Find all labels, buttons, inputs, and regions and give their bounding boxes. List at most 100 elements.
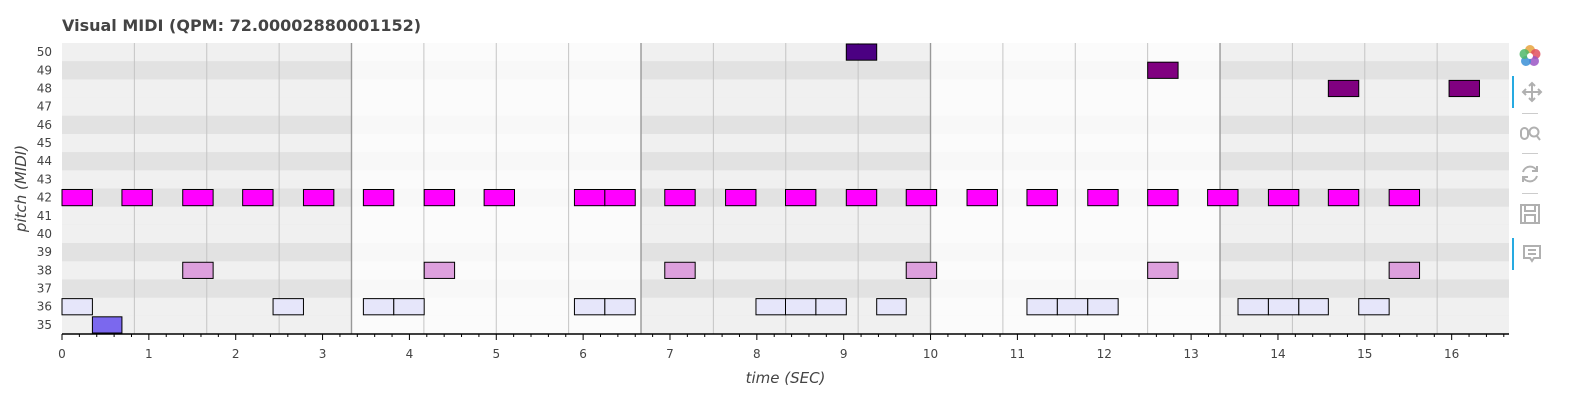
note-42	[302, 189, 335, 207]
note-49	[1147, 61, 1179, 79]
bokeh-logo-icon[interactable]	[1512, 40, 1548, 72]
note-42	[61, 189, 93, 207]
note-36	[1237, 298, 1269, 316]
note-42	[362, 189, 395, 207]
note-42	[1087, 189, 1119, 207]
x-tick-label: 9	[840, 347, 848, 361]
notes-layer	[61, 43, 1480, 334]
wheel-zoom-icon[interactable]	[1512, 118, 1548, 150]
note-42	[423, 189, 456, 207]
toolbar-separator	[1522, 193, 1538, 194]
y-tick-label: 48	[37, 81, 52, 95]
note-42	[182, 189, 214, 207]
y-tick-label: 42	[37, 191, 52, 205]
y-tick-label: 47	[37, 100, 52, 114]
note-42	[1267, 189, 1300, 207]
x-axis-title: time (SEC)	[746, 369, 826, 387]
note-36	[1298, 298, 1329, 316]
x-tick-label: 14	[1270, 347, 1285, 361]
y-tick-label: 43	[37, 172, 52, 186]
note-36	[1267, 298, 1300, 316]
note-36	[785, 298, 817, 316]
note-42	[483, 189, 516, 207]
note-42	[785, 189, 817, 207]
x-tick-label: 13	[1183, 347, 1198, 361]
note-36	[61, 298, 93, 316]
note-42	[242, 189, 274, 207]
y-tick-label: 49	[37, 63, 52, 77]
note-36	[362, 298, 395, 316]
x-tick-label: 2	[232, 347, 240, 361]
x-tick-label: 6	[579, 347, 587, 361]
note-38	[1388, 261, 1421, 279]
reset-icon[interactable]	[1512, 158, 1548, 190]
note-42	[1327, 189, 1360, 207]
note-42	[1388, 189, 1421, 207]
note-36	[604, 298, 636, 316]
note-36	[755, 298, 786, 316]
note-36	[1026, 298, 1058, 316]
note-38	[182, 261, 214, 279]
note-38	[1147, 261, 1179, 279]
note-36	[876, 298, 907, 316]
y-tick-label: 38	[37, 263, 52, 277]
pan-icon[interactable]	[1512, 76, 1550, 108]
note-48	[1448, 79, 1480, 98]
note-35	[91, 316, 123, 334]
note-42	[664, 189, 696, 207]
note-38	[664, 261, 696, 279]
note-42	[845, 189, 878, 207]
y-tick-label: 50	[37, 45, 52, 59]
note-42	[1147, 189, 1179, 207]
x-tick-label: 12	[1097, 347, 1112, 361]
note-42	[966, 189, 998, 207]
y-tick-label: 37	[37, 282, 52, 296]
x-tick-label: 1	[145, 347, 153, 361]
chart-toolbar	[1512, 40, 1552, 280]
y-tick-label: 40	[37, 227, 52, 241]
note-42	[725, 189, 757, 207]
piano-roll-chart[interactable]: 0 1 2 3 4 5 6 7 8 9 10 11 12 13 14 15 163536373839404142…	[0, 0, 1510, 409]
note-36	[393, 298, 425, 316]
y-tick-label: 46	[37, 118, 52, 132]
x-tick-label: 8	[753, 347, 761, 361]
axes: 0 1 2 3 4 5 6 7 8 9 10 11 12 13 14 15 163536373839404142…	[12, 45, 1509, 387]
y-tick-label: 35	[37, 318, 52, 332]
note-36	[573, 298, 606, 316]
y-tick-label: 39	[37, 245, 52, 259]
note-50	[845, 43, 878, 61]
y-tick-label: 44	[37, 154, 52, 168]
toolbar-separator	[1522, 153, 1538, 154]
note-42	[573, 189, 606, 207]
note-42	[1026, 189, 1058, 207]
note-36	[815, 298, 847, 316]
x-tick-label: 3	[319, 347, 327, 361]
note-42	[604, 189, 636, 207]
x-tick-label: 4	[406, 347, 414, 361]
note-38	[423, 261, 456, 279]
note-42	[121, 189, 153, 207]
x-tick-label: 7	[666, 347, 674, 361]
note-36	[1056, 298, 1089, 316]
note-38	[905, 261, 938, 279]
y-axis-title: pitch (MIDI)	[12, 145, 30, 233]
x-tick-label: 10	[923, 347, 938, 361]
y-tick-label: 45	[37, 136, 52, 150]
note-42	[1207, 189, 1239, 207]
note-36	[1358, 298, 1390, 316]
save-icon[interactable]	[1512, 198, 1548, 230]
note-48	[1327, 79, 1360, 98]
toolbar-separator	[1522, 113, 1538, 114]
hover-icon[interactable]	[1512, 238, 1550, 270]
y-tick-label: 36	[37, 300, 52, 314]
x-tick-label: 5	[492, 347, 500, 361]
x-tick-label: 16	[1444, 347, 1459, 361]
x-tick-label: 15	[1357, 347, 1372, 361]
note-36	[1087, 298, 1119, 316]
grid-lines	[133, 43, 1438, 334]
chart-title: Visual MIDI (QPM: 72.00002880001152)	[62, 16, 422, 35]
x-tick-label: 0	[58, 347, 66, 361]
x-tick-label: 11	[1010, 347, 1025, 361]
y-tick-label: 41	[37, 209, 52, 223]
note-42	[905, 189, 938, 207]
